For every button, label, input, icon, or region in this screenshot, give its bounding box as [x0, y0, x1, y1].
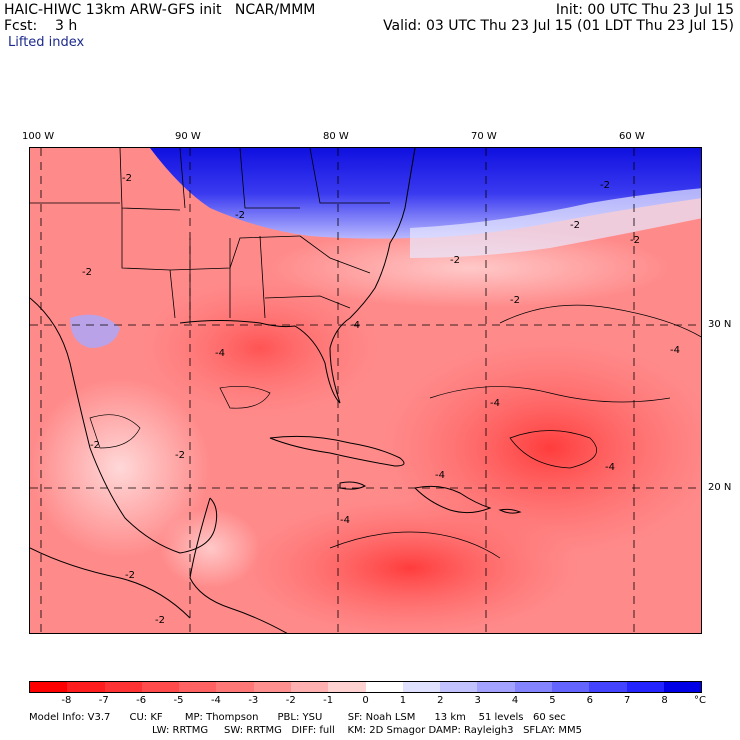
contour-label: -2 — [90, 440, 100, 451]
colorbar-cell — [402, 682, 441, 692]
contour-label: -2 — [125, 570, 135, 581]
contour-label: -4 — [490, 398, 500, 409]
hot-region-caribbean — [240, 498, 580, 633]
forecast-hour: Fcst: 3 h — [4, 18, 78, 34]
coast-mexico-gulf — [30, 297, 218, 554]
grid-lines — [30, 148, 701, 633]
colorbar-cell — [179, 682, 217, 692]
title: HAIC-HIWC 13km ARW-GFS init NCAR/MMM — [4, 2, 316, 18]
colorbar-tick-label: 7 — [624, 695, 631, 706]
contour-label: -4 — [435, 470, 445, 481]
colorbar — [29, 681, 702, 693]
colorbar-tick-label: -1 — [323, 695, 334, 706]
colorbar-cell — [328, 682, 366, 692]
colorbar-cell — [30, 682, 68, 692]
weak-region-north-atlantic — [270, 228, 670, 308]
colorbar-cell — [216, 682, 254, 692]
contour-line — [499, 304, 701, 338]
coast-puerto-rico — [498, 508, 522, 514]
contour-line — [429, 386, 671, 403]
colorbar-tick-label: -6 — [136, 695, 147, 706]
colorbar-tick-label: 1 — [399, 695, 407, 706]
contour-label: -2 — [82, 267, 92, 278]
contour-line — [89, 414, 141, 449]
colorbar-cell — [589, 682, 627, 692]
contour-line — [509, 430, 597, 469]
contour-label: -4 — [670, 345, 680, 356]
hot-region-gulf-coast — [140, 278, 380, 418]
colorbar-tick-label: 2 — [437, 695, 444, 706]
init-time: Init: 00 UTC Thu 23 Jul 15 — [555, 2, 734, 18]
colorbar-cell — [67, 682, 105, 692]
coast-us-gulf-atlantic — [179, 148, 416, 404]
lon-label-80w: 80 W — [323, 131, 349, 142]
lon-label-100w: 100 W — [22, 131, 55, 142]
colorbar-tick-label: 5 — [549, 695, 556, 706]
model-info-line2: LW: RRTMG SW: RRTMG DIFF: full KM: 2D Sm… — [152, 725, 582, 736]
weak-region-mexico — [30, 378, 210, 558]
colorbar-cell — [514, 682, 552, 692]
colorbar-tick-label: 4 — [511, 695, 519, 706]
colorbar-cell — [365, 682, 403, 692]
contours — [89, 304, 701, 559]
contour-label: -2 — [235, 210, 245, 221]
colorbar-tick-label: -5 — [173, 695, 184, 706]
contour-label: -2 — [600, 180, 610, 191]
contour-label: -4 — [605, 462, 615, 473]
contour-label: -4 — [350, 320, 360, 331]
map-canvas: -2 -2 -2 -2 -2 -2 -2 -2 -2 -2 -2 -2 -4 -… — [30, 148, 701, 633]
colorbar-unit: °C — [694, 695, 706, 706]
model-info-line1: Model Info: V3.7 CU: KF MP: Thompson PBL… — [29, 712, 566, 723]
lon-label-60w: 60 W — [619, 131, 645, 142]
coast-hispaniola — [413, 485, 492, 514]
coast-pacific — [30, 547, 191, 619]
coast-central-america — [189, 497, 288, 633]
contour-label: -2 — [122, 173, 132, 184]
contour-label: -2 — [510, 295, 520, 306]
lon-label-70w: 70 W — [471, 131, 497, 142]
contour-label: -2 — [450, 255, 460, 266]
transition-band — [410, 188, 701, 258]
colorbar-tick-label: 6 — [586, 695, 594, 706]
colorbar-cell — [440, 682, 478, 692]
contour-label: -4 — [215, 348, 225, 359]
coastlines — [30, 148, 522, 633]
colorbar-cell — [104, 682, 142, 692]
coast-jamaica — [339, 481, 367, 490]
colorbar-cell — [290, 682, 329, 692]
colorbar-cell — [551, 682, 590, 692]
contour-line — [329, 531, 501, 559]
colorbar-cell — [141, 682, 180, 692]
contour-label: -4 — [340, 515, 350, 526]
colorbar-tick-label: 8 — [661, 695, 668, 706]
lat-label-20n: 20 N — [708, 482, 732, 493]
contour-label: -2 — [570, 220, 580, 231]
coast-cuba — [269, 435, 405, 467]
colorbar-tick-label: -8 — [61, 695, 72, 706]
weak-region-yucatan — [160, 508, 260, 588]
stable-patch-texas — [70, 314, 120, 348]
lifted-index-map: -2 -2 -2 -2 -2 -2 -2 -2 -2 -2 -2 -2 -4 -… — [29, 147, 702, 634]
colorbar-tick-label: -7 — [98, 695, 109, 706]
valid-time: Valid: 03 UTC Thu 23 Jul 15 (01 LDT Thu … — [383, 18, 734, 34]
colorbar-cell — [663, 682, 702, 692]
lat-label-30n: 30 N — [708, 319, 732, 330]
contour-line — [219, 386, 271, 409]
contour-labels: -2 -2 -2 -2 -2 -2 -2 -2 -2 -2 -2 -2 -4 -… — [82, 173, 680, 626]
colorbar-cell — [477, 682, 515, 692]
field-name: Lifted index — [8, 35, 85, 50]
colorbar-cell — [253, 682, 291, 692]
contour-label: -2 — [155, 615, 165, 626]
lon-label-90w: 90 W — [175, 131, 201, 142]
colorbar-tick-label: -4 — [210, 695, 221, 706]
contour-label: -2 — [175, 450, 185, 461]
colorbar-tick-label: -3 — [248, 695, 259, 706]
contour-label: -2 — [630, 235, 640, 246]
colorbar-tick-label: 3 — [474, 695, 481, 706]
colorbar-cell — [626, 682, 664, 692]
colorbar-tick-label: 0 — [362, 695, 369, 706]
colorbar-tick-label: -2 — [285, 695, 296, 706]
